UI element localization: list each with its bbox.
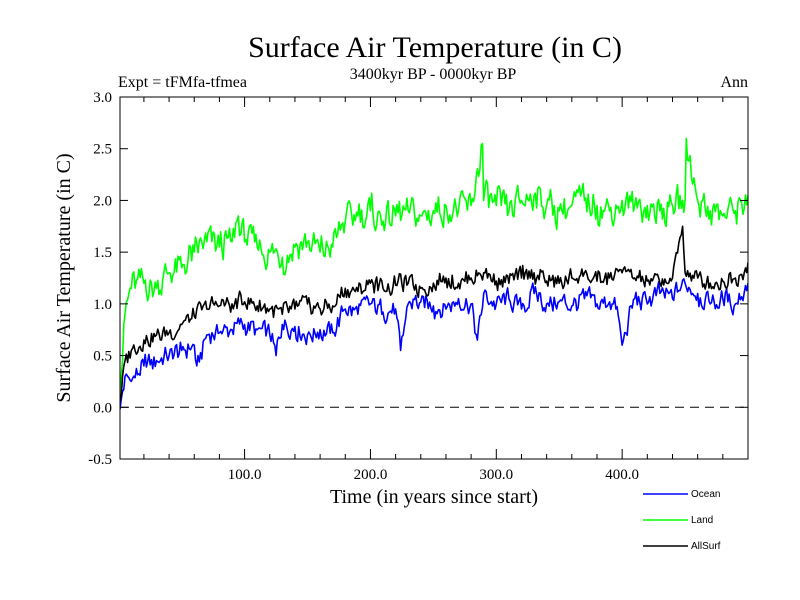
series-line-allsurf <box>120 225 748 403</box>
legend: Ocean Land AllSurf <box>643 489 721 552</box>
chart-subtitle: 3400kyr BP - 0000kyr BP <box>350 66 517 83</box>
x-tick-label: 400.0 <box>605 467 639 483</box>
y-tick-label: 1.5 <box>93 245 112 261</box>
x-axis-label: Time (in years since start) <box>330 486 538 508</box>
series-line-ocean <box>120 278 748 410</box>
series-line-land <box>120 137 748 392</box>
x-tick-label: 100.0 <box>228 467 262 483</box>
plot-frame <box>119 96 749 460</box>
legend-label-land: Land <box>691 515 713 526</box>
y-axis-label: Surface Air Temperature (in C) <box>53 153 75 402</box>
y-tick-label: 1.0 <box>93 297 112 313</box>
y-tick-label: 2.0 <box>93 193 112 209</box>
season-label: Ann <box>720 74 748 91</box>
y-tick-label: -0.5 <box>88 452 112 468</box>
legend-label-allsurf: AllSurf <box>691 541 721 552</box>
chart-title: Surface Air Temperature (in C) <box>248 31 622 64</box>
experiment-label: Expt = tFMfa-tfmea <box>118 74 247 91</box>
y-tick-label: 0.5 <box>93 349 112 365</box>
x-tick-label: 200.0 <box>354 467 388 483</box>
x-tick-label: 300.0 <box>479 467 513 483</box>
y-tick-label: 0.0 <box>93 400 112 416</box>
y-tick-label: 2.5 <box>93 142 112 158</box>
legend-label-ocean: Ocean <box>691 489 720 500</box>
y-tick-label: 3.0 <box>93 90 112 106</box>
